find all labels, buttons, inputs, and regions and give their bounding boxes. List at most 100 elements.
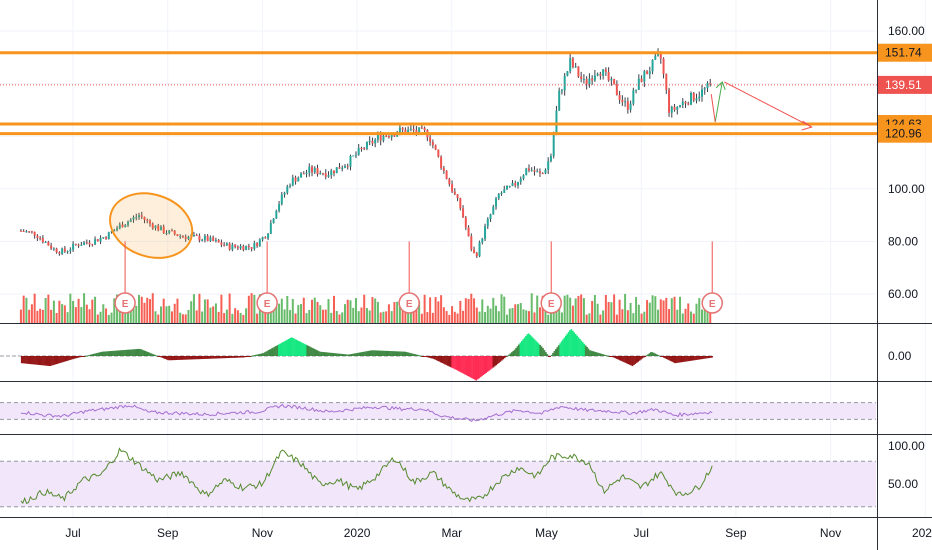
osc-bar [498, 356, 500, 363]
candle-body [264, 237, 267, 239]
candle-body [610, 78, 613, 81]
candle-body [66, 251, 69, 253]
osc-bar [661, 356, 664, 357]
osc-bar [634, 356, 637, 364]
volume-bar [316, 302, 319, 323]
candle-body [346, 166, 349, 168]
osc-bar [573, 332, 576, 356]
osc-bar [120, 350, 122, 356]
osc-bar [64, 356, 67, 362]
osc-bar [597, 352, 600, 356]
candle-body [192, 234, 195, 236]
volume-bar [385, 311, 388, 323]
volume-bar [280, 298, 283, 323]
osc-bar [327, 352, 330, 356]
candle-body [179, 235, 182, 237]
osc-bar [601, 354, 604, 356]
osc-bar [313, 348, 316, 356]
osc-bar [564, 335, 567, 356]
volume-bar [294, 313, 297, 323]
volume-bar [657, 309, 660, 323]
osc-bar [421, 356, 424, 357]
volume-bar [379, 312, 382, 323]
osc-bar [518, 344, 520, 356]
osc-bar [495, 356, 497, 366]
candle-body [629, 103, 632, 110]
stoch-tick-label: 100.00 [888, 439, 925, 453]
candle-body [343, 166, 346, 168]
volume-bar [368, 310, 371, 323]
green-arrow [714, 81, 723, 123]
candle-body [214, 240, 217, 242]
osc-bar [417, 354, 419, 356]
osc-bar [332, 352, 334, 356]
candle-body [684, 101, 687, 104]
osc-bar [306, 345, 309, 356]
candle-body [371, 140, 374, 144]
osc-bar [312, 348, 314, 356]
volume-bar [52, 300, 55, 323]
osc-bar [84, 355, 87, 357]
osc-bar [253, 355, 256, 357]
osc-bar [222, 356, 225, 359]
osc-bar [212, 356, 215, 359]
osc-bar [570, 329, 573, 356]
osc-bar [684, 356, 686, 362]
volume-bar [330, 312, 333, 323]
candle-body [574, 66, 577, 68]
osc-bar [697, 356, 699, 360]
candle-body [275, 210, 278, 219]
volume-bar [234, 308, 237, 323]
volume-bar [635, 297, 638, 323]
volume-bar [214, 303, 217, 323]
osc-bar [451, 356, 453, 368]
osc-bar [533, 339, 536, 356]
osc-bar [79, 356, 81, 358]
osc-bar [255, 354, 257, 356]
candle-body [626, 101, 629, 110]
volume-bar [527, 311, 530, 323]
candle-body [566, 71, 569, 76]
volume-bar [508, 308, 511, 323]
volume-bar [195, 310, 198, 323]
osc-bar [363, 351, 365, 356]
time-tick-label: Jul [65, 526, 80, 540]
osc-bar [655, 354, 658, 356]
volume-bar [143, 302, 146, 323]
osc-bar [505, 356, 507, 357]
osc-bar [645, 355, 648, 357]
osc-bar [317, 350, 320, 356]
osc-bar [249, 356, 252, 357]
osc-bar [542, 348, 544, 356]
rsi-band [0, 402, 876, 420]
candle-body [94, 239, 97, 245]
price-tick-label: 60.00 [888, 287, 918, 301]
osc-bar [194, 356, 196, 360]
osc-bar [279, 343, 282, 356]
candle-body [173, 230, 176, 235]
candle-body [151, 223, 154, 229]
volume-bar [396, 301, 399, 323]
osc-bar [384, 350, 387, 356]
volume-bar [319, 305, 322, 323]
volume-bar [495, 305, 498, 323]
osc-bar [251, 355, 253, 357]
osc-bar [290, 337, 293, 356]
volume-bar [473, 298, 476, 323]
osc-bar [86, 355, 88, 357]
osc-bar [153, 354, 155, 356]
osc-bar [150, 353, 152, 356]
volume-bar [47, 294, 50, 323]
candle-body [613, 78, 616, 85]
candle-body [278, 204, 281, 211]
candle-body [50, 245, 53, 249]
osc-bar [685, 356, 688, 362]
osc-bar [671, 356, 674, 362]
osc-bar [349, 354, 351, 356]
price-tick-label: 80.00 [888, 234, 918, 248]
osc-bar [445, 356, 448, 366]
candle-body [168, 230, 171, 234]
osc-bar [96, 353, 98, 356]
volume-bar [588, 313, 591, 323]
